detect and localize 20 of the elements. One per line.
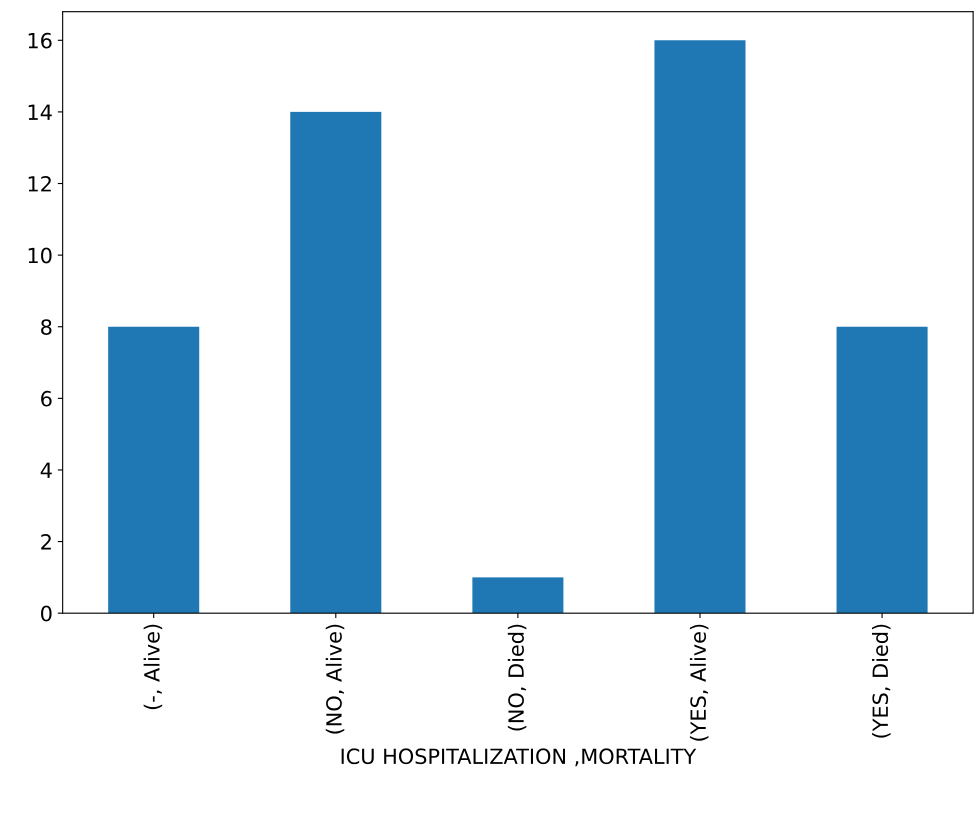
- bar: [654, 40, 746, 614]
- y-tick-label: 4: [40, 462, 52, 478]
- x-tick-label: (YES, Died): [872, 624, 891, 738]
- y-tick-label: 6: [41, 390, 52, 407]
- x-axis-title: ICU HOSPITALIZATION ,MORTALITY: [342, 748, 696, 766]
- y-tick-label: 8: [41, 319, 52, 335]
- y-tick-label: 14: [28, 104, 52, 120]
- bar: [472, 577, 564, 614]
- bar: [836, 326, 928, 614]
- y-tick-label: 12: [28, 176, 51, 192]
- y-tick-label: 2: [41, 534, 51, 550]
- x-tick-label: (NO, Died): [508, 624, 526, 730]
- x-tick-label: (NO, Alive): [326, 624, 344, 734]
- y-tick-label: 10: [28, 248, 52, 264]
- x-tick-label: (YES, Alive): [690, 624, 708, 741]
- bar: [290, 112, 382, 614]
- y-tick-label: 0: [41, 606, 52, 622]
- bar: [108, 326, 200, 614]
- y-tick-label: 16: [28, 32, 52, 49]
- x-tick-label: (-, Alive): [144, 624, 162, 710]
